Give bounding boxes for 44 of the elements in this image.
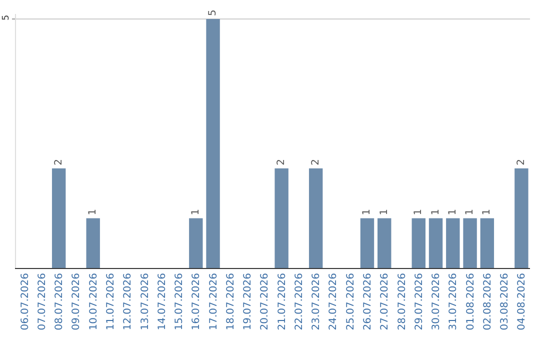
x-tick-label: 12.07.2026 (122, 273, 134, 330)
data-label: 5 (208, 10, 219, 16)
x-tick-label: 25.07.2026 (345, 273, 356, 330)
data-label: 1 (464, 208, 476, 216)
x-tick-label: 08.07.2026 (54, 273, 66, 330)
x-tick-label: 22.07.2026 (294, 273, 305, 330)
data-label: 1 (430, 208, 442, 216)
x-tick-label: 19.07.2026 (242, 273, 254, 330)
x-tick-label: 03.08.2026 (500, 273, 511, 330)
x-tick-label: 23.07.2026 (311, 273, 322, 330)
data-label: 2 (53, 159, 64, 166)
x-tick-label: 10.07.2026 (88, 273, 100, 330)
x-tick-label: 20.07.2026 (260, 273, 271, 330)
x-tick-label: 01.08.2026 (465, 273, 476, 330)
data-label: 1 (413, 208, 424, 216)
x-tick-label: 31.07.2026 (448, 273, 460, 330)
x-tick-label: 27.07.2026 (380, 273, 391, 330)
x-tick-label: 21.07.2026 (276, 273, 288, 330)
x-tick-label: 26.07.2026 (362, 273, 374, 330)
x-tick-label: 17.07.2026 (208, 273, 220, 330)
x-tick-label: 09.07.2026 (71, 273, 82, 330)
data-label: 1 (447, 208, 458, 216)
x-tick-label: 06.07.2026 (20, 273, 31, 330)
x-tick-label: 28.07.2026 (396, 273, 408, 330)
x-tick-label: 04.08.2026 (516, 273, 528, 330)
data-label: 1 (88, 208, 99, 216)
x-tick-label: 29.07.2026 (414, 273, 425, 330)
data-label: 1 (362, 208, 373, 216)
x-tick-label: 13.07.2026 (140, 273, 151, 330)
x-tick-label: 11.07.2026 (105, 273, 116, 330)
data-label: 1 (190, 208, 202, 216)
x-tick-label: 15.07.2026 (174, 273, 186, 330)
data-label: 2 (276, 159, 288, 166)
x-tick-label: 24.07.2026 (328, 273, 340, 330)
x-tick-label: 16.07.2026 (191, 273, 202, 330)
x-tick-label: 30.07.2026 (431, 273, 442, 330)
data-label: 1 (378, 208, 390, 216)
data-label: 1 (482, 208, 493, 216)
x-tick-label: 07.07.2026 (36, 273, 48, 330)
x-tick-label: 18.07.2026 (225, 273, 236, 330)
x-tick-label: 14.07.2026 (156, 273, 168, 330)
data-label: 2 (516, 159, 527, 166)
data-label: 2 (310, 159, 322, 166)
x-tick-label: 02.08.2026 (482, 273, 494, 330)
